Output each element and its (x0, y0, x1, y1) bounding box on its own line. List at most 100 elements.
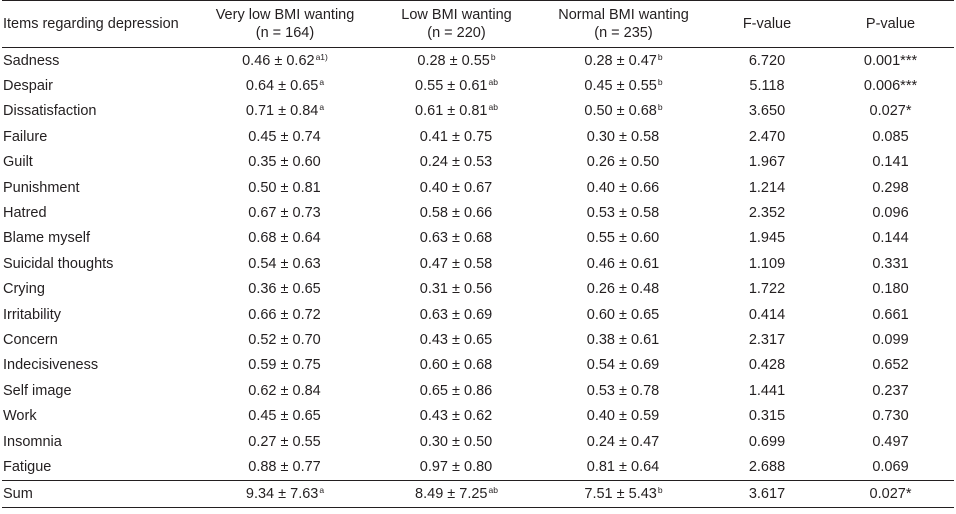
mean-sd-cell: 0.60 ± 0.68 (373, 353, 540, 378)
mean-sd-value: 0.60 ± 0.68 (419, 357, 493, 374)
mean-sd-cell: 0.24 ± 0.47 (540, 429, 707, 454)
table-row: Suicidal thoughts 0.54 ± 0.63 0.47 ± 0.58 0… (2, 251, 954, 276)
p-value: 0.298 (872, 179, 909, 196)
mean-sd-cell: 0.46 ± 0.62a1) (197, 48, 373, 74)
mean-sd-value: 0.24 ± 0.53 (419, 154, 493, 171)
table-row: Guilt 0.35 ± 0.60 0.24 ± 0.53 0.26 ± 0.50 1.… (2, 150, 954, 175)
f-value: 2.317 (748, 331, 786, 348)
item-name: Suicidal thoughts (3, 255, 114, 272)
f-value: 0.315 (748, 408, 786, 425)
header-low-bmi: Low BMI wanting (n = 220) (373, 1, 540, 48)
mean-sd-value: 0.58 ± 0.66 (419, 205, 493, 222)
header-very-low-bmi: Very low BMI wanting (n = 164) (197, 1, 373, 48)
mean-sd-cell: 0.36 ± 0.65 (197, 277, 373, 302)
item-name: Sum (3, 485, 33, 502)
mean-sd-value: 0.60 ± 0.65 (586, 306, 660, 323)
header-very-low-bmi-label: Very low BMI wanting (215, 7, 355, 23)
mean-sd-cell: 0.46 ± 0.61 (540, 251, 707, 276)
mean-sd-cell: 0.50 ± 0.68b (540, 99, 707, 124)
significance-superscript: ab (488, 484, 498, 495)
mean-sd-value: 0.54 ± 0.63 (248, 255, 321, 272)
table-row: Work 0.45 ± 0.65 0.43 ± 0.62 0.40 ± 0.59 0.3… (2, 403, 954, 428)
mean-sd-cell: 0.71 ± 0.84a (197, 99, 373, 124)
p-value: 0.141 (872, 154, 909, 171)
f-value: 1.109 (748, 255, 786, 272)
f-value: 3.617 (748, 485, 786, 502)
p-value: 0.006*** (863, 78, 918, 95)
mean-sd-cell: 0.50 ± 0.81 (197, 175, 373, 200)
mean-sd-value: 0.36 ± 0.65 (248, 281, 321, 298)
significance-superscript: a (319, 77, 325, 88)
mean-sd-cell: 0.53 ± 0.58 (540, 200, 707, 225)
mean-sd-value: 0.43 ± 0.65 (419, 331, 493, 348)
f-value: 1.967 (748, 154, 786, 171)
table-row: Blame myself 0.68 ± 0.64 0.63 ± 0.68 0.55 ±… (2, 226, 954, 251)
p-value: 0.180 (872, 281, 909, 298)
mean-sd-value: 0.43 ± 0.62 (419, 408, 493, 425)
table-row: Insomnia 0.27 ± 0.55 0.30 ± 0.50 0.24 ± 0.4… (2, 429, 954, 454)
mean-sd-value: 7.51 ± 5.43 (584, 485, 657, 502)
mean-sd-cell: 7.51 ± 5.43b (540, 480, 707, 507)
table-row: Concern 0.52 ± 0.70 0.43 ± 0.65 0.38 ± 0.61… (2, 327, 954, 352)
mean-sd-cell: 0.55 ± 0.61ab (373, 73, 540, 98)
mean-sd-cell: 0.43 ± 0.62 (373, 403, 540, 428)
mean-sd-value: 0.41 ± 0.75 (419, 128, 493, 145)
mean-sd-cell: 0.26 ± 0.48 (540, 277, 707, 302)
item-name: Self image (3, 382, 72, 399)
item-name: Indecisiveness (3, 357, 99, 374)
mean-sd-value: 0.55 ± 0.61 (415, 78, 488, 95)
mean-sd-cell: 8.49 ± 7.25ab (373, 480, 540, 507)
mean-sd-cell: 9.34 ± 7.63a (197, 480, 373, 507)
table-header: Items regarding depression Very low BMI … (2, 0, 954, 48)
mean-sd-value: 0.55 ± 0.60 (586, 230, 660, 247)
mean-sd-value: 0.64 ± 0.65 (245, 78, 319, 95)
table-row: Hatred 0.67 ± 0.73 0.58 ± 0.66 0.53 ± 0.58 2… (2, 200, 954, 225)
table-row: Sadness 0.46 ± 0.62a1) 0.28 ± 0.55b 0.28 ± … (2, 48, 954, 74)
mean-sd-cell: 0.26 ± 0.50 (540, 150, 707, 175)
table-row: Failure 0.45 ± 0.74 0.41 ± 0.75 0.30 ± 0.58… (2, 124, 954, 149)
table-body: Sadness 0.46 ± 0.62a1) 0.28 ± 0.55b 0.28 ± … (2, 48, 954, 508)
significance-superscript: a (319, 484, 325, 495)
mean-sd-cell: 0.65 ± 0.86 (373, 378, 540, 403)
significance-superscript: b (657, 102, 663, 113)
p-value: 0.001*** (863, 52, 918, 69)
item-name: Fatigue (3, 458, 52, 475)
p-value: 0.144 (872, 230, 909, 247)
mean-sd-value: 0.28 ± 0.47 (584, 52, 657, 69)
table-row: Crying 0.36 ± 0.65 0.31 ± 0.56 0.26 ± 0.48 1… (2, 277, 954, 302)
header-normal-bmi-n: (n = 235) (594, 25, 653, 41)
item-name: Irritability (3, 306, 62, 323)
significance-superscript: b (657, 484, 663, 495)
item-name: Concern (3, 331, 58, 348)
mean-sd-value: 8.49 ± 7.25 (415, 485, 488, 502)
item-name: Crying (3, 281, 45, 298)
p-value: 0.730 (872, 408, 909, 425)
mean-sd-value: 0.52 ± 0.70 (248, 331, 321, 348)
f-value: 1.214 (748, 179, 786, 196)
f-value: 1.722 (748, 281, 786, 298)
mean-sd-value: 0.27 ± 0.55 (248, 433, 321, 450)
mean-sd-value: 0.63 ± 0.68 (419, 230, 493, 247)
significance-superscript: b (490, 51, 496, 62)
mean-sd-value: 0.40 ± 0.67 (419, 179, 493, 196)
header-row: Items regarding depression Very low BMI … (2, 0, 954, 48)
mean-sd-cell: 0.35 ± 0.60 (197, 150, 373, 175)
mean-sd-cell: 0.54 ± 0.63 (197, 251, 373, 276)
header-very-low-bmi-n: (n = 164) (255, 25, 315, 41)
item-name: Failure (3, 128, 48, 145)
item-name: Insomnia (3, 433, 62, 450)
mean-sd-cell: 0.81 ± 0.64 (540, 454, 707, 480)
mean-sd-value: 0.50 ± 0.68 (584, 103, 657, 120)
header-low-bmi-label: Low BMI wanting (401, 7, 512, 23)
mean-sd-cell: 0.63 ± 0.69 (373, 302, 540, 327)
header-p-value: P-value (865, 16, 916, 32)
mean-sd-value: 0.30 ± 0.50 (419, 433, 493, 450)
mean-sd-cell: 0.59 ± 0.75 (197, 353, 373, 378)
mean-sd-cell: 0.64 ± 0.65a (197, 73, 373, 98)
p-value: 0.069 (872, 458, 909, 475)
f-value: 5.118 (749, 78, 785, 95)
mean-sd-value: 0.62 ± 0.84 (248, 382, 321, 399)
f-value: 0.428 (748, 357, 786, 374)
p-value: 0.237 (872, 382, 909, 399)
mean-sd-cell: 0.24 ± 0.53 (373, 150, 540, 175)
